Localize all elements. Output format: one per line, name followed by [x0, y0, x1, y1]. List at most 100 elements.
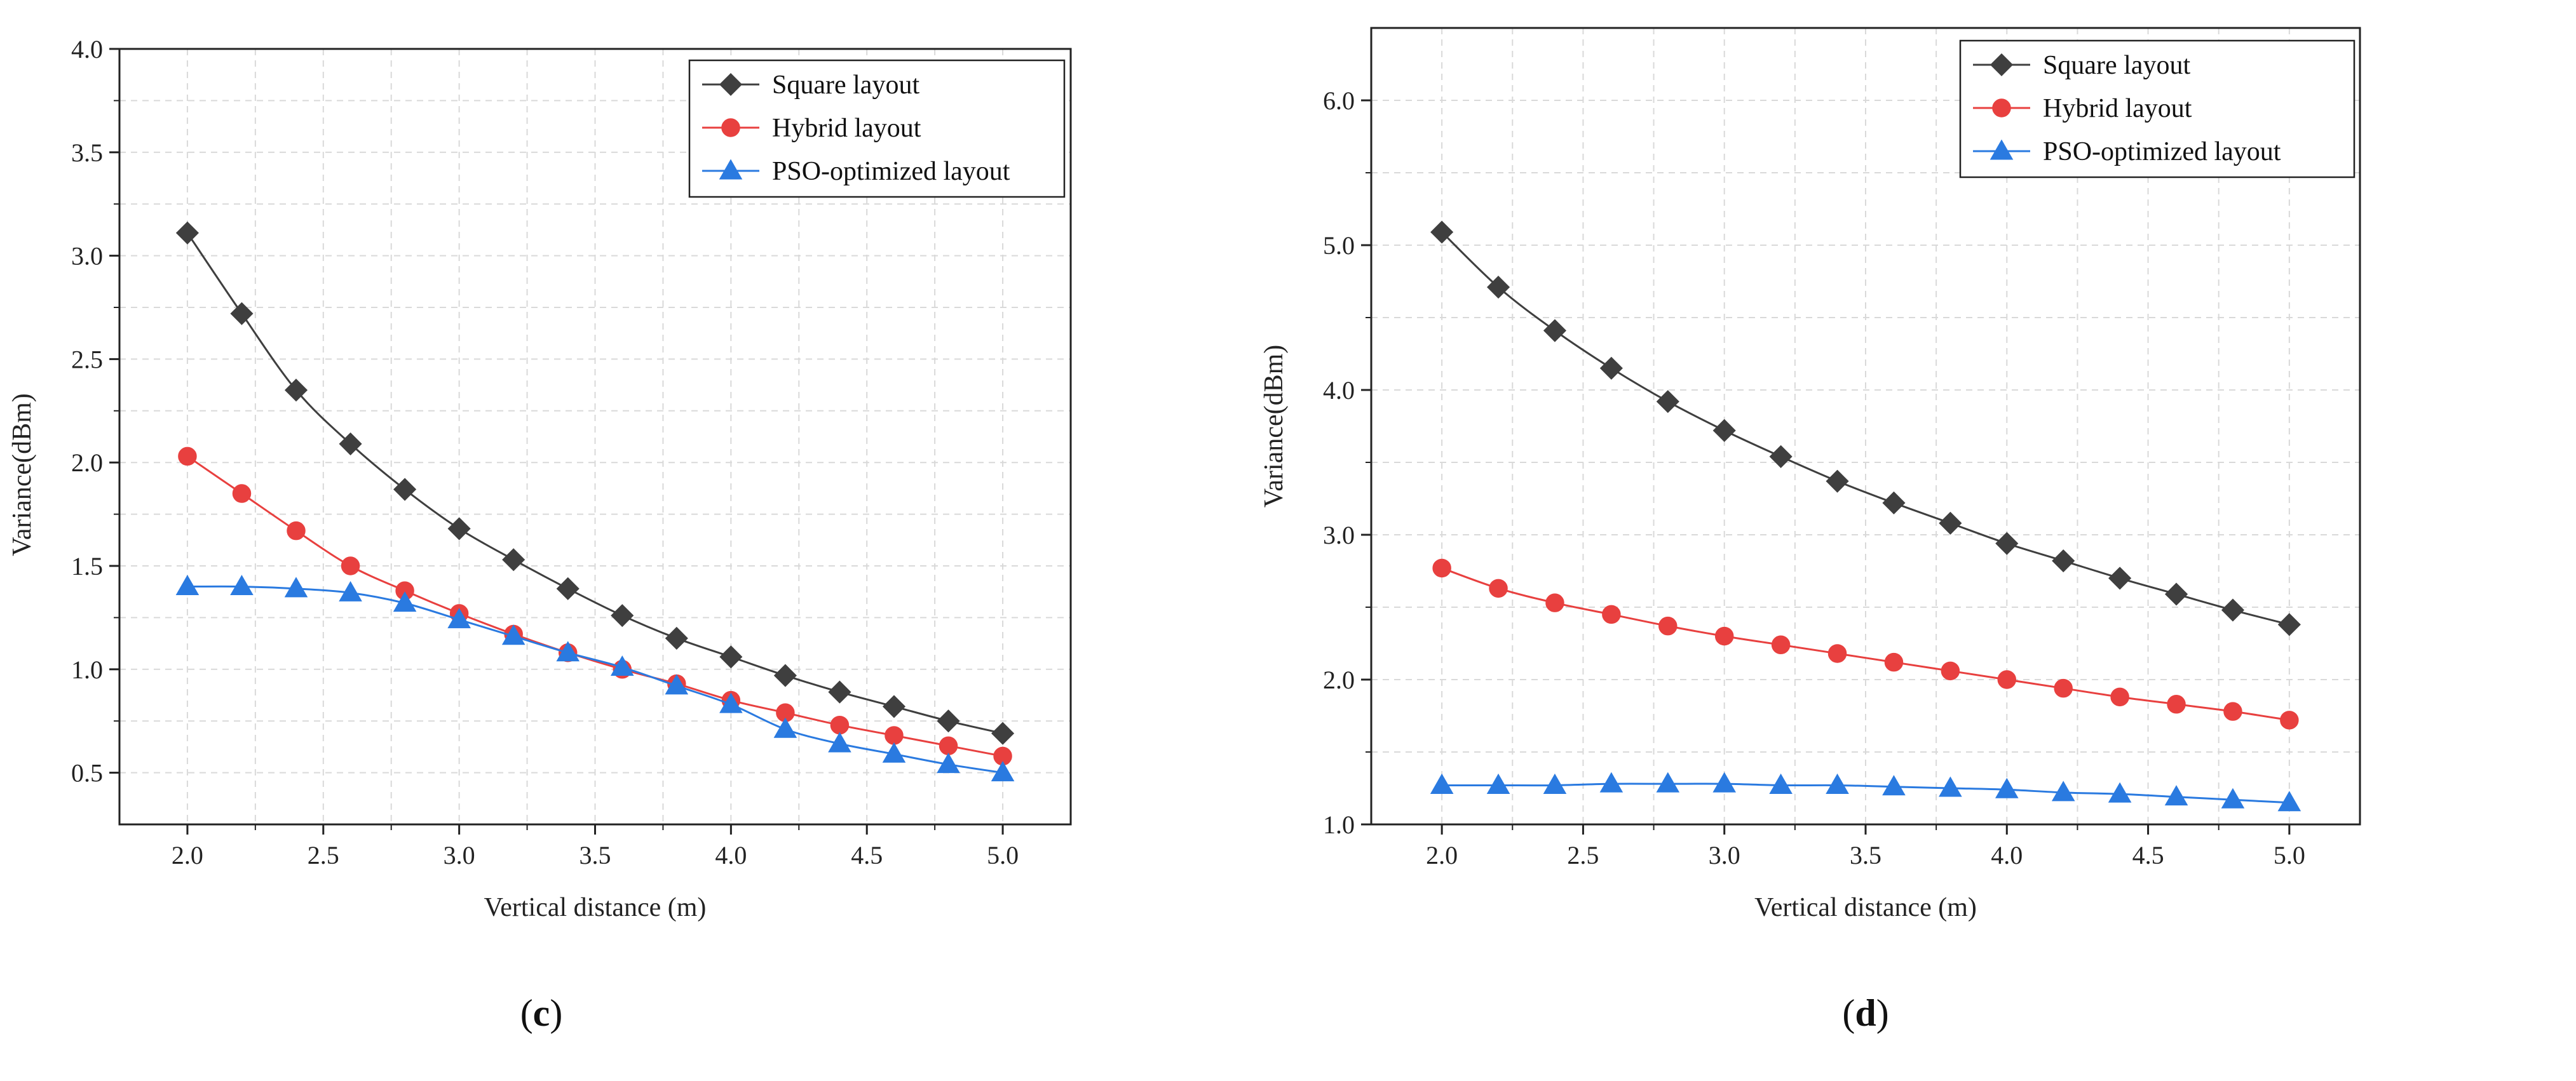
y-tick-label: 4.0	[71, 35, 103, 64]
series-circle	[1432, 558, 2299, 730]
data-point	[1543, 773, 1567, 794]
caption-open-paren: (	[1842, 992, 1855, 1034]
legend-item: PSO-optimized layout	[702, 157, 1010, 186]
legend-label: Square layout	[2043, 51, 2190, 80]
legend-label: PSO-optimized layout	[772, 157, 1010, 186]
data-point	[287, 521, 306, 540]
x-tick-label: 3.0	[444, 841, 475, 869]
data-point	[937, 753, 960, 774]
y-tick-label: 3.0	[71, 242, 103, 271]
data-point	[2277, 791, 2301, 812]
legend-item: Square layout	[1973, 51, 2190, 80]
data-point	[991, 722, 1015, 745]
data-point	[556, 577, 580, 600]
data-point	[447, 517, 471, 540]
legend-marker	[1990, 139, 2014, 160]
series-triangle	[1430, 772, 2301, 812]
data-point	[939, 736, 958, 756]
legend-marker	[719, 159, 743, 180]
series-line	[1441, 231, 2290, 626]
data-point	[2164, 582, 2188, 606]
y-tick-label: 3.5	[71, 138, 103, 167]
data-point	[1599, 772, 1624, 793]
data-point	[2110, 687, 2129, 707]
series-triangle	[175, 575, 1015, 782]
data-point	[1884, 652, 1904, 672]
y-tick-label: 2.0	[71, 448, 103, 477]
caption-letter: d	[1855, 992, 1876, 1034]
y-axis-ticks: 1.0 2.0 3.0 4.0 5.0 6.0	[1323, 86, 1371, 839]
data-point	[1941, 661, 1960, 681]
x-tick-label: 2.5	[1567, 841, 1599, 869]
legend-marker	[721, 118, 740, 137]
caption-close-paren: )	[550, 992, 562, 1034]
x-tick-label: 2.0	[1426, 841, 1458, 869]
data-point	[1714, 626, 1734, 646]
data-point	[1602, 605, 1621, 624]
data-point	[2164, 785, 2188, 806]
data-point	[830, 715, 850, 735]
y-tick-label: 4.0	[1323, 376, 1355, 405]
data-point	[1712, 772, 1737, 793]
data-point	[502, 548, 525, 572]
data-point	[828, 680, 851, 704]
x-tick-label: 4.0	[715, 841, 747, 869]
data-point	[175, 575, 200, 596]
data-point	[1826, 773, 1849, 794]
legend-item: Square layout	[702, 70, 919, 100]
chart-panel-c: 2.0 2.5 3.0 3.5 4.0 4.5 5.0 0.5 1.0 1.5 2.0 2.5 3.0…	[8, 35, 1072, 1034]
x-axis-ticks: 2.0 2.5 3.0 3.5 4.0 4.5 5.0	[1426, 824, 2305, 869]
x-axis-title: Vertical distance (m)	[1754, 893, 1977, 922]
data-point	[2277, 613, 2301, 636]
y-tick-label: 2.5	[71, 345, 103, 373]
data-point	[2221, 788, 2245, 809]
data-point	[284, 379, 308, 402]
data-point	[773, 717, 797, 738]
data-point	[1769, 445, 1793, 468]
data-point	[1489, 579, 1508, 598]
x-axis-title: Vertical distance (m)	[484, 893, 707, 922]
legend-item: Hybrid layout	[1973, 94, 2192, 123]
data-point	[719, 645, 743, 669]
data-point	[447, 608, 471, 629]
x-tick-label: 3.5	[580, 841, 611, 869]
data-point	[1486, 276, 1510, 299]
caption-open-paren: (	[520, 992, 533, 1034]
data-point	[1882, 491, 1906, 514]
caption-close-paren: )	[1876, 992, 1889, 1034]
data-point	[2108, 782, 2132, 803]
data-point	[773, 664, 797, 687]
y-tick-label: 2.0	[1323, 666, 1355, 694]
data-point	[339, 581, 362, 601]
legend-label: Square layout	[772, 70, 919, 100]
panel-caption: (d)	[1842, 992, 1888, 1034]
data-point	[2167, 695, 2186, 714]
x-tick-label: 2.0	[172, 841, 203, 869]
data-point	[284, 577, 308, 598]
data-point	[1543, 319, 1567, 342]
y-tick-label: 1.0	[1323, 810, 1355, 839]
data-point	[1432, 558, 1451, 578]
legend: Square layout Hybrid layout PSO-optimized …	[688, 59, 1066, 198]
data-point	[1712, 419, 1736, 442]
series-line	[187, 585, 1003, 774]
data-point	[2221, 598, 2245, 622]
panel-caption: (c)	[520, 992, 563, 1034]
data-point	[2054, 678, 2073, 698]
data-point	[1599, 356, 1623, 380]
data-point	[175, 221, 199, 245]
data-point	[991, 761, 1015, 782]
data-point	[719, 692, 743, 713]
data-point	[556, 641, 580, 662]
data-point	[1771, 635, 1791, 655]
series-diamond	[175, 221, 1015, 745]
legend-marker	[1992, 98, 2011, 117]
data-point	[1769, 773, 1793, 794]
legend-marker	[1990, 53, 2014, 77]
data-point	[1430, 773, 1454, 794]
x-tick-label: 4.5	[851, 841, 883, 869]
x-tick-label: 3.5	[1850, 841, 1881, 869]
legend-marker	[719, 72, 743, 97]
x-tick-label: 4.5	[2132, 841, 2164, 869]
